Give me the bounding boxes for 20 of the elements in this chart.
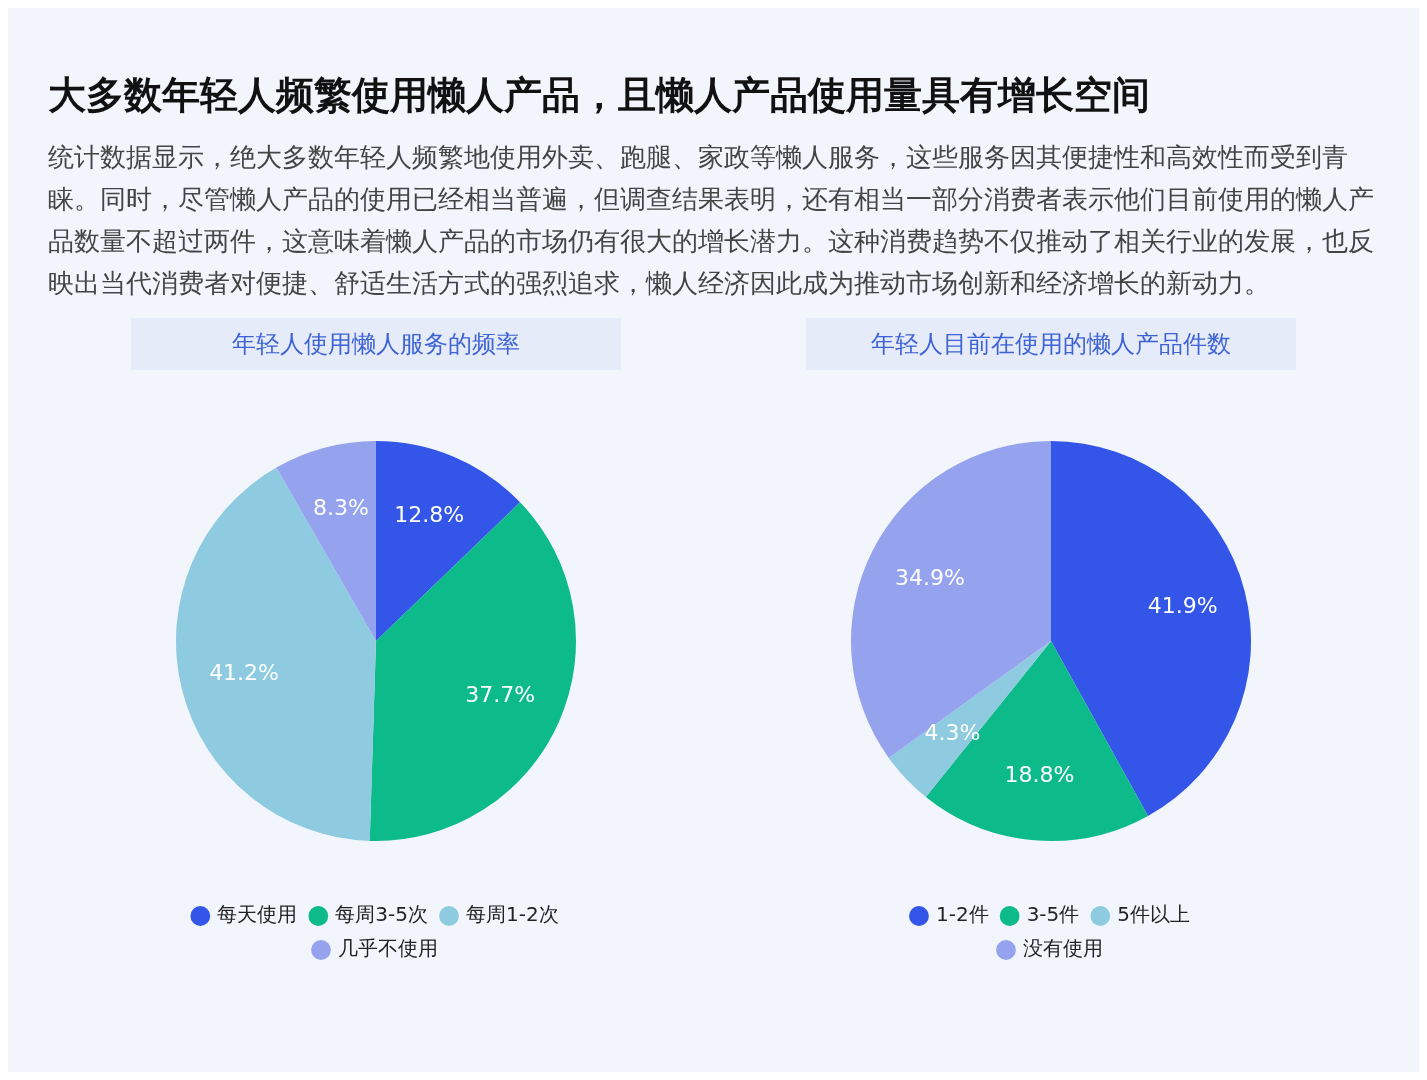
chart-title: 年轻人使用懒人服务的频率 bbox=[130, 318, 621, 370]
legend-label: 每天使用 bbox=[217, 902, 298, 927]
data-label: 41.9% bbox=[1147, 592, 1218, 618]
data-label: 8.3% bbox=[312, 495, 369, 521]
text: 统计数据显示，绝大多数年轻人频繁地使用外卖、跑腿、家政等懒人服务，这些服务因其便捷性和高效性而受到青睐。同时，尽管懒人产品的使用已经相当普遍，但调查结果表明，还有相当一部分消费者表示他们目前使用的懒人产品数量不超过两件，这意味着懒人产品的市场仍有很大的增长潜力。这种消费趋势不仅推动了相关行业的发展，也反映出当代消费者对便捷、舒适生活方式的强烈追求，懒人经济因此成为推动市场创新和经济增长的新动力。 bbox=[48, 141, 1375, 300]
data-label: 18.8% bbox=[1004, 762, 1075, 788]
legend-label: 3-5件 bbox=[1026, 902, 1080, 927]
legend-label: 1-2件 bbox=[936, 902, 989, 927]
text: 大多数年轻人频繁使用懒人产品，且懒人产品使用量具有增长空间 bbox=[48, 72, 1151, 119]
chart-title: 年轻人目前在使用的懒人产品件数 bbox=[806, 318, 1297, 370]
legend-label: 每周1-2次 bbox=[465, 902, 559, 927]
legend-label: 没有使用 bbox=[1023, 936, 1104, 961]
data-label: 4.3% bbox=[924, 720, 981, 746]
data-label: 12.8% bbox=[394, 501, 464, 527]
legend-label: 每周3-5次 bbox=[335, 902, 428, 927]
legend-label: 5件以上 bbox=[1117, 902, 1191, 927]
data-label: 34.9% bbox=[895, 564, 966, 590]
data-label: 41.2% bbox=[208, 659, 279, 685]
data-label: 37.7% bbox=[465, 681, 535, 707]
legend-label: 几乎不使用 bbox=[337, 936, 438, 961]
